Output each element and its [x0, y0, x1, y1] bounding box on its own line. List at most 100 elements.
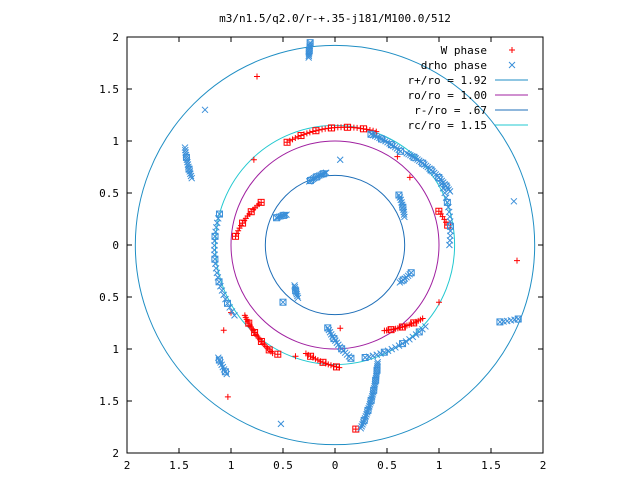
series-1-point — [220, 291, 227, 299]
series-1-point — [402, 338, 410, 345]
series-1-point — [422, 323, 429, 330]
series-0-point — [363, 126, 370, 133]
series-0-point — [327, 362, 334, 369]
series-1-point — [370, 384, 378, 392]
legend-label: r-/ro = .67 — [414, 104, 487, 117]
x-tick-label: 2 — [540, 459, 547, 472]
series-0-point — [306, 129, 313, 136]
x-tick-label: 1 — [436, 459, 443, 472]
series-0-point — [292, 135, 299, 142]
series-0-point — [325, 361, 332, 368]
series-1-point-box — [446, 222, 454, 230]
series-0-point — [224, 393, 231, 400]
series-1-point — [306, 40, 314, 48]
series-1-point — [217, 282, 224, 290]
series-1-point — [277, 420, 285, 428]
series-0-point — [319, 359, 326, 366]
series-1-point — [395, 342, 403, 349]
series-0-point — [336, 364, 343, 371]
series-0-point — [289, 136, 296, 143]
circle-2 — [264, 174, 406, 316]
series-1-point — [367, 399, 374, 406]
legend-label: r+/ro = 1.92 — [408, 74, 487, 87]
series-0-point — [514, 257, 520, 264]
series-1-point — [371, 132, 379, 140]
series-1-point — [293, 290, 301, 298]
series-1-point — [403, 149, 411, 157]
series-1-point-box — [347, 354, 355, 362]
circle-0 — [134, 44, 536, 446]
series-0-point — [337, 325, 344, 332]
series-1-point — [187, 172, 195, 180]
y-tick-label: 1 — [112, 343, 119, 356]
series-0-point — [333, 363, 340, 370]
series-1-point — [365, 353, 373, 361]
series-0-point — [319, 126, 326, 133]
series-0-point — [303, 130, 310, 137]
series-1-point-box — [514, 315, 522, 323]
y-tick-label: 1 — [112, 135, 119, 148]
series-1-point — [399, 340, 406, 347]
series-1-point — [336, 156, 344, 164]
x-tick-label: 2 — [124, 459, 131, 472]
data-series — [181, 39, 522, 433]
series-1-point — [224, 299, 231, 307]
series-1-point — [347, 354, 355, 362]
series-1-point — [388, 345, 396, 353]
series-1-point — [321, 169, 329, 177]
x-tick-label: 1 — [228, 459, 235, 472]
series-1-point — [357, 424, 365, 432]
series-1-point — [218, 287, 226, 294]
series-1-point — [364, 407, 372, 414]
series-1-point — [369, 352, 377, 360]
series-1-point-box — [211, 255, 219, 263]
series-0-point — [436, 299, 442, 306]
series-1-point — [181, 144, 189, 151]
legend: W phase drho phase r+/ro = 1.92 ro/ro = 1.0… — [408, 44, 528, 132]
series-1-point — [273, 214, 280, 222]
x-tick-label: 1.5 — [481, 459, 501, 472]
series-1-point — [293, 292, 301, 300]
series-1-point — [201, 106, 209, 114]
series-1-point — [322, 169, 330, 177]
series-1-point — [292, 289, 300, 296]
series-0-point — [232, 233, 239, 240]
series-1-point — [369, 388, 377, 396]
series-1-point — [442, 194, 450, 202]
series-1-point-box — [223, 299, 231, 307]
x-tick-label: 0 — [332, 459, 339, 472]
series-1-point — [399, 203, 407, 211]
series-1-point — [384, 347, 392, 355]
series-1-point — [216, 210, 223, 218]
series-1-point-box — [319, 170, 327, 178]
series-1-point-box — [273, 214, 281, 222]
series-0-point — [366, 127, 373, 134]
series-1-point — [294, 294, 302, 302]
series-1-point — [378, 135, 385, 143]
series-1-point — [360, 419, 367, 426]
legend-label: ro/ro = 1.00 — [408, 89, 487, 102]
series-1-point-box — [397, 147, 405, 155]
series-1-point — [392, 344, 399, 351]
legend-label: W phase — [441, 44, 487, 57]
series-1-point — [384, 138, 391, 146]
series-1-point — [398, 198, 405, 206]
series-0-point — [352, 426, 359, 433]
series-1-point — [223, 370, 231, 378]
series-1-point — [407, 269, 415, 277]
y-tick-label: 0.5 — [99, 187, 119, 200]
series-1-point — [228, 308, 236, 315]
y-tick-label: 0.5 — [99, 291, 119, 304]
series-1-point-box — [306, 39, 314, 47]
series-1-point — [371, 378, 379, 386]
series-1-point — [324, 324, 332, 332]
chart-title: m3/n1.5/q2.0/r-+.35-j181/M100.0/512 — [219, 12, 451, 25]
series-1-point — [188, 174, 196, 182]
series-1-point — [367, 130, 375, 138]
series-1-point — [366, 401, 374, 408]
series-1-point — [215, 278, 223, 286]
series-1-point — [231, 312, 238, 319]
series-0-point — [220, 327, 227, 334]
series-1-point — [437, 180, 445, 187]
